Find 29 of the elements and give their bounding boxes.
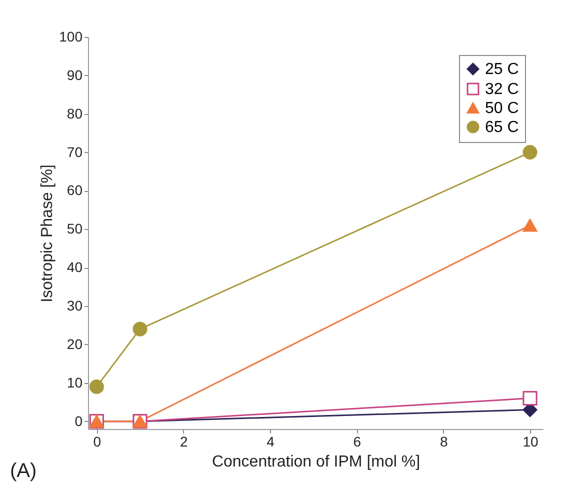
x-tick-label: 2 (180, 434, 188, 450)
x-tick-label: 6 (353, 434, 362, 450)
y-tick-label: 40 (66, 259, 83, 276)
x-axis-title: Concentration of IPM [mol %] (212, 454, 420, 470)
point (522, 390, 538, 406)
y-tick-label: 90 (66, 66, 83, 83)
y-tick-label: 30 (66, 298, 83, 314)
text: (A) (10, 460, 37, 482)
y-tick-label: 10 (66, 374, 83, 390)
legend-label: 50 C (485, 100, 519, 117)
y-tick-label: 20 (66, 336, 83, 352)
legend-label: 32 C (485, 81, 519, 98)
x-tick-label: 4 (266, 434, 275, 450)
y-tick-label: 70 (66, 144, 83, 160)
point (89, 379, 104, 394)
y-tick-label: 80 (66, 105, 83, 122)
legend-label: 25 C (485, 61, 519, 78)
x-tick-label: 10 (522, 434, 538, 450)
point (522, 218, 538, 232)
y-tick-label: 100 (59, 28, 83, 44)
point (522, 145, 538, 160)
y-tick-label: 60 (66, 182, 83, 198)
point (132, 322, 148, 336)
y-tick-label: 50 (66, 220, 83, 237)
y-axis-title: Isotropic Phase [%] (39, 164, 56, 302)
x-tick-label: 0 (93, 434, 102, 450)
x-tick-label: 8 (440, 434, 448, 450)
y-tick-label: 0 (74, 412, 83, 429)
legend-label: 65 C (485, 119, 519, 136)
